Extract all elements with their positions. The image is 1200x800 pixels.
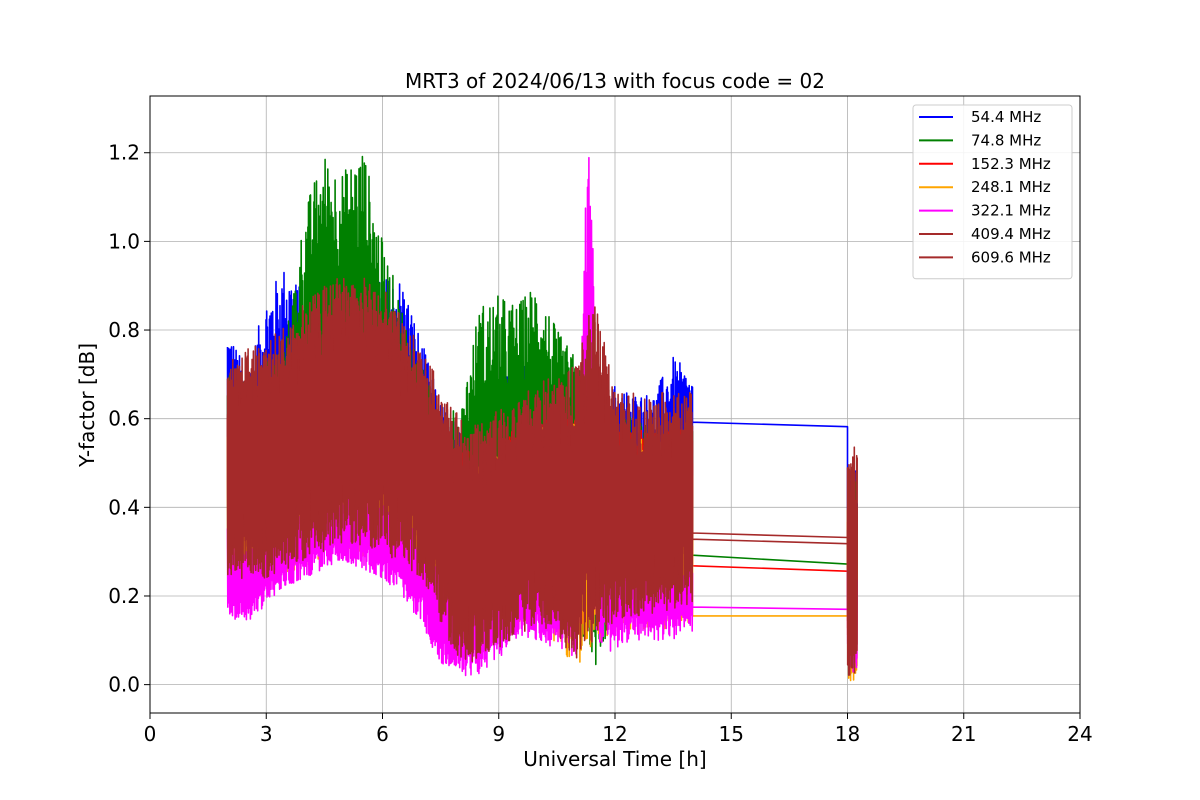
y-tick-label: 1.0 xyxy=(108,229,140,253)
y-tick-label: 1.2 xyxy=(108,141,140,165)
x-tick-label: 12 xyxy=(602,722,627,746)
x-axis-title: Universal Time [h] xyxy=(523,747,706,771)
plot-area xyxy=(226,155,859,682)
x-tick-label: 24 xyxy=(1067,722,1092,746)
x-tick-label: 3 xyxy=(260,722,273,746)
x-tick-label: 9 xyxy=(492,722,505,746)
legend-label: 322.1 MHz xyxy=(971,202,1051,220)
y-tick-label: 0.6 xyxy=(108,407,140,431)
chart-title: MRT3 of 2024/06/13 with focus code = 02 xyxy=(405,69,825,93)
legend-label: 54.4 MHz xyxy=(971,108,1041,126)
series-609-6-mhz xyxy=(226,277,859,676)
legend-box xyxy=(912,104,1073,280)
legend-label: 248.1 MHz xyxy=(971,178,1051,196)
y-tick-label: 0.2 xyxy=(108,584,140,608)
legend-label: 609.6 MHz xyxy=(971,248,1051,266)
x-tick-label: 18 xyxy=(835,722,860,746)
legend-label: 409.4 MHz xyxy=(971,225,1051,243)
y-axis: 0.0 0.2 0.4 0.6 0.8 1.0 1.2 xyxy=(108,141,150,697)
legend: 54.4 MHz 74.8 MHz 152.3 MHz 248.1 MHz 322.1 … xyxy=(912,104,1073,280)
x-tick-label: 6 xyxy=(376,722,389,746)
legend-label: 74.8 MHz xyxy=(971,131,1041,149)
y-tick-label: 0.0 xyxy=(108,673,140,697)
x-axis: 0 3 6 9 12 15 18 21 24 xyxy=(144,713,1093,746)
x-tick-label: 0 xyxy=(144,722,157,746)
y-tick-label: 0.8 xyxy=(108,318,140,342)
x-tick-label: 15 xyxy=(719,722,744,746)
legend-label: 152.3 MHz xyxy=(971,155,1051,173)
y-tick-label: 0.4 xyxy=(108,495,140,519)
x-tick-label: 21 xyxy=(951,722,976,746)
y-axis-title: Y-factor [dB] xyxy=(75,343,99,468)
series-line xyxy=(226,277,859,676)
